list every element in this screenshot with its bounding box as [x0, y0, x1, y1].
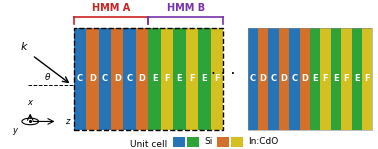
Bar — [99, 28, 111, 130]
Bar — [299, 28, 310, 130]
Text: F: F — [164, 74, 170, 83]
Bar — [331, 28, 341, 130]
Bar — [74, 28, 223, 130]
Text: $z$: $z$ — [65, 117, 71, 126]
Text: $k$: $k$ — [20, 39, 29, 52]
Text: F: F — [344, 74, 349, 83]
Text: E: E — [333, 74, 339, 83]
Text: In:CdO: In:CdO — [248, 137, 278, 146]
Bar — [341, 28, 352, 130]
Bar — [111, 28, 124, 130]
Text: D: D — [89, 74, 96, 83]
Bar — [352, 28, 362, 130]
Bar — [124, 28, 136, 130]
Text: E: E — [312, 74, 318, 83]
Text: D: D — [114, 74, 121, 83]
Text: · · ·: · · · — [211, 67, 235, 82]
Bar — [211, 28, 223, 130]
Bar — [248, 28, 258, 130]
Text: E: E — [354, 74, 359, 83]
Text: D: D — [280, 74, 288, 83]
Text: Si: Si — [204, 137, 212, 146]
Bar — [173, 28, 186, 130]
Text: C: C — [271, 74, 277, 83]
Bar — [136, 28, 148, 130]
Bar — [217, 137, 229, 147]
Bar — [248, 28, 372, 130]
Text: C: C — [291, 74, 297, 83]
Text: D: D — [139, 74, 146, 83]
Bar — [187, 137, 200, 147]
Text: E: E — [152, 74, 157, 83]
Text: F: F — [214, 74, 220, 83]
Bar — [231, 137, 243, 147]
Bar — [279, 28, 289, 130]
Text: HMM B: HMM B — [167, 3, 205, 13]
Text: F: F — [364, 74, 370, 83]
Bar — [173, 137, 186, 147]
Bar — [161, 28, 173, 130]
Bar — [268, 28, 279, 130]
Bar — [362, 28, 372, 130]
Text: C: C — [77, 74, 83, 83]
Bar — [258, 28, 268, 130]
Bar — [86, 28, 99, 130]
Bar — [289, 28, 299, 130]
Text: Unit cell: Unit cell — [130, 140, 167, 149]
Bar — [321, 28, 331, 130]
Text: C: C — [250, 74, 256, 83]
Text: $x$: $x$ — [26, 98, 34, 107]
Bar — [310, 28, 321, 130]
Bar — [186, 28, 198, 130]
Bar — [74, 28, 86, 130]
Bar — [148, 28, 161, 130]
Text: $\theta$: $\theta$ — [43, 71, 51, 82]
Text: E: E — [201, 74, 207, 83]
Text: C: C — [102, 74, 108, 83]
Text: HMM A: HMM A — [92, 3, 130, 13]
Bar — [198, 28, 211, 130]
Text: E: E — [177, 74, 182, 83]
Text: D: D — [260, 74, 267, 83]
Text: F: F — [189, 74, 195, 83]
Text: D: D — [301, 74, 308, 83]
Text: C: C — [127, 74, 133, 83]
Text: F: F — [323, 74, 328, 83]
Text: $y$: $y$ — [12, 126, 19, 137]
